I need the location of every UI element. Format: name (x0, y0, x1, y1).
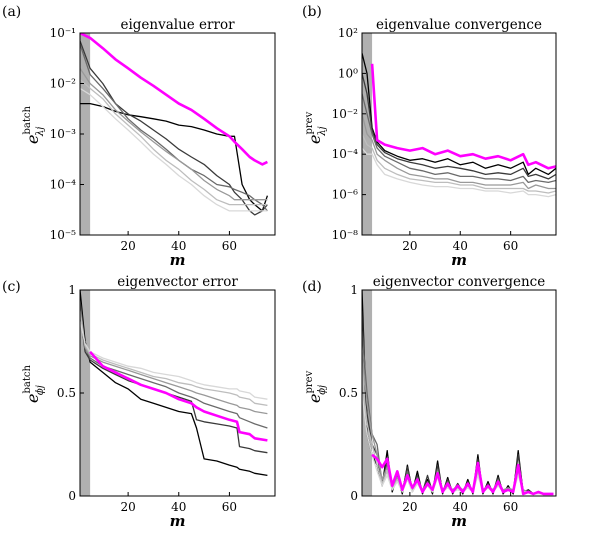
x-axis-label: m (170, 251, 186, 269)
panel-b: 20 40 60 10⁻⁸ 10⁻⁶ 10⁻⁴ 10⁻² 10⁰ 10² eigenvalue c… (302, 4, 557, 269)
series-line-highlight (89, 350, 268, 442)
y-axis-label: eprev λj (304, 111, 328, 144)
y-tick-label: 0 (350, 489, 358, 503)
series-line-4 (80, 310, 268, 415)
y-tick-label: 1 (350, 283, 358, 297)
x-tick-label: 60 (503, 239, 518, 253)
chart-title: eigenvector convergence (373, 274, 545, 290)
y-tick-label: 10⁻⁴ (50, 178, 77, 192)
panel-a: 20 40 60 10⁻⁵ 10⁻⁴ 10⁻³ 10⁻² 10⁻¹ eigenvalue err… (2, 4, 276, 269)
y-axis-label: ebatch ϕj (22, 365, 46, 403)
y-tick-label: 0.5 (57, 386, 76, 400)
y-tick-label: 10⁻¹ (50, 26, 76, 40)
y-tick-label: 10⁻⁴ (332, 147, 359, 161)
y-tick-label: 10⁻⁵ (50, 228, 77, 242)
axes-frame (361, 289, 557, 497)
series-line-5 (362, 133, 556, 194)
x-tick-label: 40 (171, 239, 186, 253)
x-tick-label: 20 (120, 500, 135, 514)
y-axis-label: ebatch λj (22, 106, 46, 144)
y-tick-label: 10⁻⁶ (332, 188, 359, 202)
series-line-2 (80, 310, 268, 454)
axes-frame (361, 32, 557, 236)
y-tick-label: 10⁰ (338, 66, 358, 80)
y-tick-label: 10² (338, 26, 358, 40)
x-tick-label: 40 (453, 239, 468, 253)
x-tick-label: 60 (503, 500, 518, 514)
series-line-2 (362, 73, 556, 180)
series-line-highlight (371, 453, 554, 496)
series-line-5 (80, 79, 268, 206)
y-tick-label: 10⁻² (332, 107, 359, 121)
y-tick-label: 0.5 (339, 386, 358, 400)
panel-c: 20 40 60 0 0.5 1 eigenvector error (c) m ebatch ϕj (2, 274, 276, 530)
series-line-3 (80, 43, 268, 212)
series-line-2 (362, 310, 554, 495)
series-line-6 (362, 147, 556, 198)
y-tick-label: 1 (68, 283, 76, 297)
x-axis-label: m (451, 512, 467, 530)
y-axis-label: eprev ϕj (304, 370, 328, 403)
x-tick-label: 20 (402, 500, 417, 514)
x-tick-label: 60 (222, 500, 237, 514)
y-tick-label: 10⁻³ (50, 127, 77, 141)
series-line-4 (362, 113, 556, 190)
series-line-3 (362, 331, 554, 495)
shaded-region (80, 33, 91, 235)
series-line-highlight (80, 33, 268, 166)
series-line-2 (80, 40, 268, 216)
x-axis-label: m (451, 251, 467, 269)
x-axis-label: m (170, 512, 186, 530)
chart-title: eigenvalue error (120, 17, 235, 33)
y-tick-label: 10⁻⁸ (332, 228, 359, 242)
x-tick-label: 60 (222, 239, 237, 253)
panel-d: 20 40 60 0 0.5 1 eigenvector convergence (d) m ep… (302, 274, 557, 530)
series-line-highlight (370, 63, 556, 170)
chart-title: eigenvalue convergence (376, 17, 542, 33)
series-line-3 (362, 93, 556, 184)
x-tick-label: 40 (453, 500, 468, 514)
series-line-1 (362, 290, 554, 495)
panel-label: (b) (302, 4, 322, 20)
x-tick-label: 20 (402, 239, 417, 253)
x-tick-label: 20 (120, 239, 135, 253)
series-line-4 (80, 67, 268, 201)
series-line-6 (80, 87, 268, 212)
y-tick-label: 0 (68, 489, 76, 503)
series-line-1 (362, 53, 556, 176)
panel-label: (d) (302, 279, 322, 295)
series-line-1 (80, 290, 268, 477)
series-line-6 (80, 320, 268, 400)
shaded-region (80, 290, 91, 496)
series-line-5 (80, 310, 268, 407)
panel-label: (a) (2, 4, 21, 20)
chart-title: eigenvector error (117, 274, 238, 290)
panel-label: (c) (2, 279, 21, 295)
y-tick-label: 10⁻² (50, 77, 77, 91)
x-tick-label: 40 (171, 500, 186, 514)
